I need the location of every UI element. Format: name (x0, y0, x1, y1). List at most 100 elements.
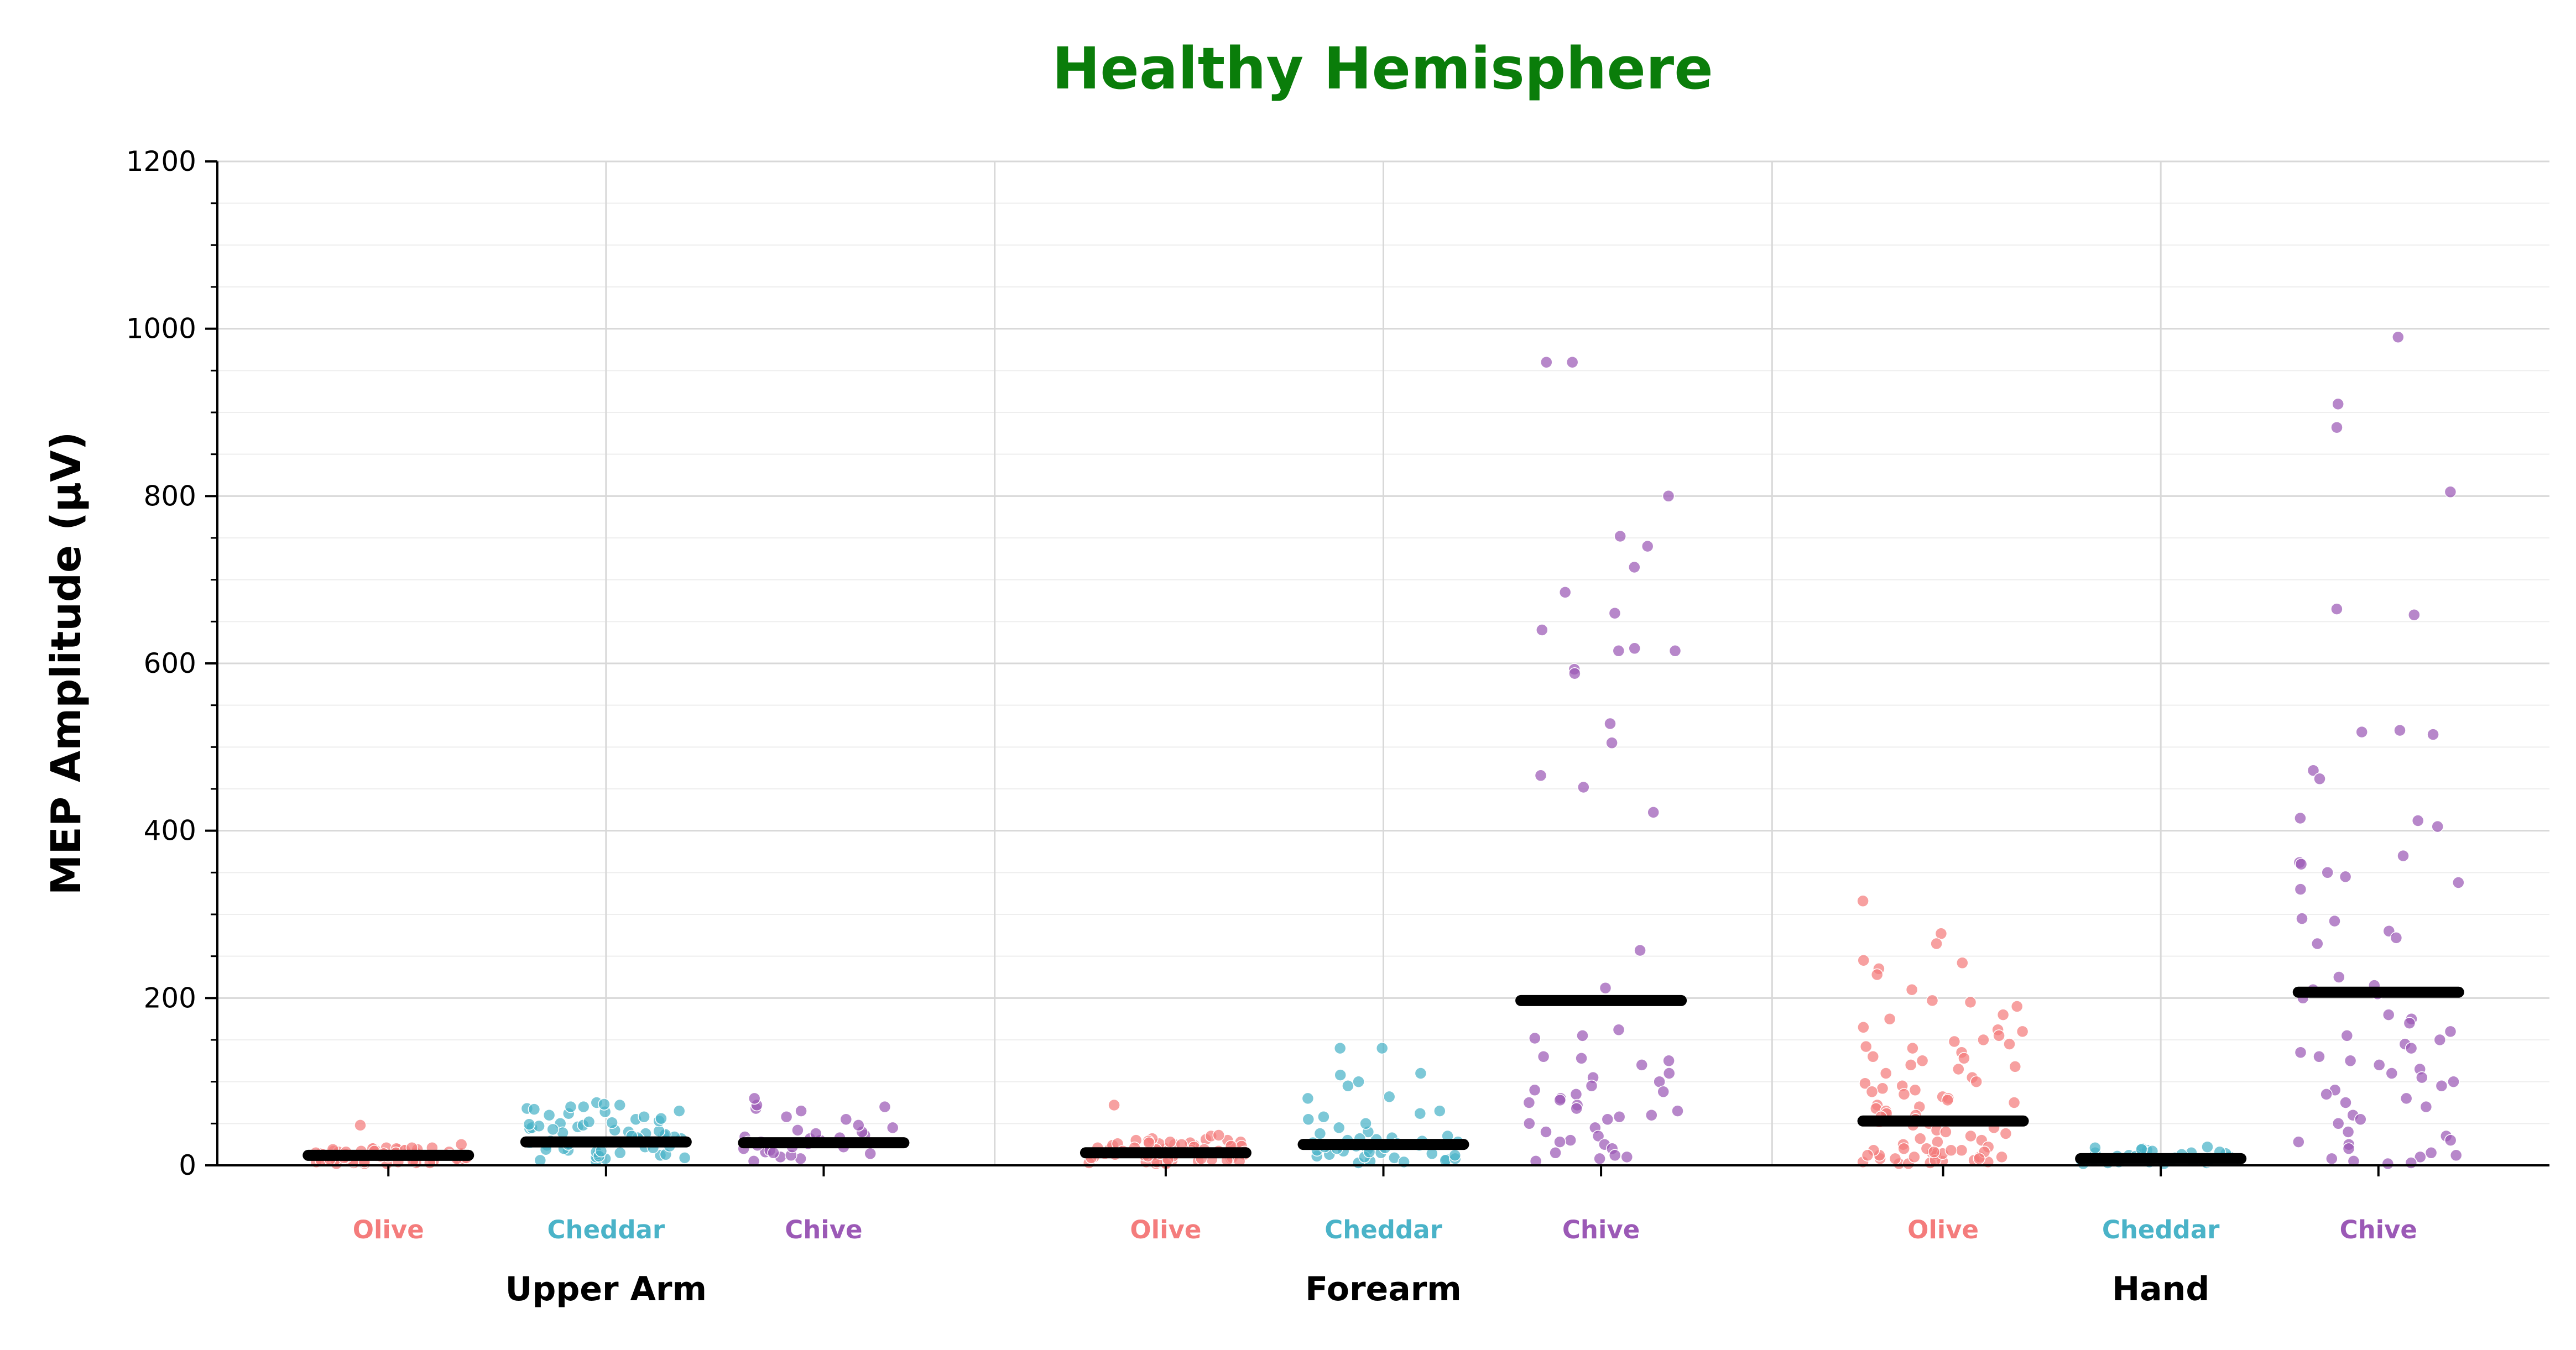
data-point (2330, 421, 2343, 434)
data-point (1628, 561, 1641, 574)
data-point (1585, 1079, 1598, 1092)
data-point (1641, 540, 1654, 553)
group-label: Hand (2112, 1270, 2209, 1309)
data-point (1647, 806, 1660, 819)
data-point (1537, 1050, 1550, 1063)
data-point (1866, 1050, 1880, 1063)
data-point (2339, 870, 2352, 883)
data-point (2414, 1150, 2427, 1164)
data-point (1564, 1134, 1577, 1147)
data-point (1908, 1084, 1922, 1097)
data-point (1313, 1127, 1327, 1140)
category-label: Chive (785, 1215, 862, 1244)
data-point (2328, 914, 2341, 928)
data-point (1859, 1040, 1873, 1053)
data-point (1528, 1084, 1541, 1097)
data-point (2444, 485, 2457, 499)
data-point (791, 1124, 804, 1137)
y-tick-label: 600 (144, 647, 196, 679)
data-point (1540, 1126, 1552, 1138)
data-point (2307, 764, 2320, 777)
data-point (528, 1103, 541, 1116)
data-point (2427, 728, 2439, 741)
data-point (2452, 876, 2465, 889)
data-point (523, 1118, 536, 1131)
data-point (1317, 1110, 1330, 1123)
data-point (2294, 812, 2307, 825)
chart-title: Healthy Hemisphere (1052, 35, 1713, 102)
data-point (2339, 1096, 2352, 1109)
data-point (2390, 932, 2403, 944)
data-point (1662, 1067, 1676, 1080)
data-point (2385, 1067, 2398, 1080)
data-point (1359, 1117, 1372, 1130)
data-point (1906, 1042, 1919, 1055)
data-point (2435, 1079, 2448, 1092)
data-point (1973, 1152, 1986, 1165)
data-point (582, 1116, 596, 1128)
category-label: Olive (1130, 1215, 1201, 1244)
data-point (1448, 1149, 1462, 1162)
data-point (2381, 1157, 2395, 1170)
data-point (1333, 1042, 1347, 1055)
data-point (1592, 1129, 1605, 1143)
data-point (1143, 1136, 1155, 1149)
category-label: Chive (1562, 1215, 1640, 1244)
data-point (2347, 1155, 2360, 1168)
data-point (2372, 1059, 2386, 1071)
data-point (1601, 1113, 1614, 1126)
data-point (1612, 1023, 1625, 1037)
y-tick-label: 1200 (126, 145, 196, 177)
data-point (1859, 1077, 1871, 1090)
data-point (2295, 857, 2308, 871)
data-point (1889, 1152, 1902, 1165)
data-point (1529, 1032, 1541, 1045)
data-point (886, 1121, 899, 1134)
data-point (1916, 1054, 1929, 1068)
category-label: Cheddar (2102, 1215, 2220, 1244)
data-point (2294, 883, 2307, 896)
group-label: Upper Arm (505, 1270, 707, 1309)
data-point (1934, 927, 1948, 940)
data-point (1342, 1079, 1354, 1092)
data-point (1570, 1102, 1583, 1115)
data-point (2292, 1136, 2305, 1148)
data-point (2419, 1100, 2433, 1113)
data-point (1956, 956, 1969, 970)
data-point (2313, 772, 2326, 786)
median-layer (303, 986, 2464, 1164)
data-point (1433, 1105, 1446, 1117)
data-point (1870, 968, 1884, 981)
data-point (2201, 1140, 2214, 1153)
data-point (2394, 724, 2406, 737)
data-point (1999, 1127, 2012, 1140)
category-label: Cheddar (547, 1215, 665, 1244)
data-point (864, 1147, 877, 1160)
y-axis-label: MEP Amplitude (µV) (43, 432, 90, 896)
data-point (455, 1138, 468, 1151)
data-point (1995, 1150, 2008, 1164)
data-point (354, 1119, 367, 1132)
data-point (1913, 1132, 1927, 1145)
data-point (1657, 1085, 1670, 1098)
y-tick-label: 800 (144, 480, 196, 512)
data-point (1534, 769, 1547, 782)
category-label: Olive (1907, 1215, 1979, 1244)
data-point (1952, 1063, 1965, 1076)
data-point (1904, 1059, 1917, 1071)
data-point (2332, 1117, 2345, 1130)
data-point (1108, 1098, 1120, 1112)
data-point (1620, 1150, 1634, 1164)
group-label: Forearm (1305, 1270, 1462, 1309)
category-label: Olive (353, 1215, 424, 1244)
data-point (1876, 1082, 1889, 1095)
category-label: Chive (2340, 1215, 2417, 1244)
data-point (1944, 1144, 1958, 1157)
data-point (2403, 1017, 2416, 1029)
data-point (2342, 1126, 2355, 1138)
data-point (1302, 1113, 1315, 1126)
data-point (2424, 1147, 2438, 1159)
data-point (598, 1098, 611, 1111)
data-point (2007, 1096, 2021, 1109)
